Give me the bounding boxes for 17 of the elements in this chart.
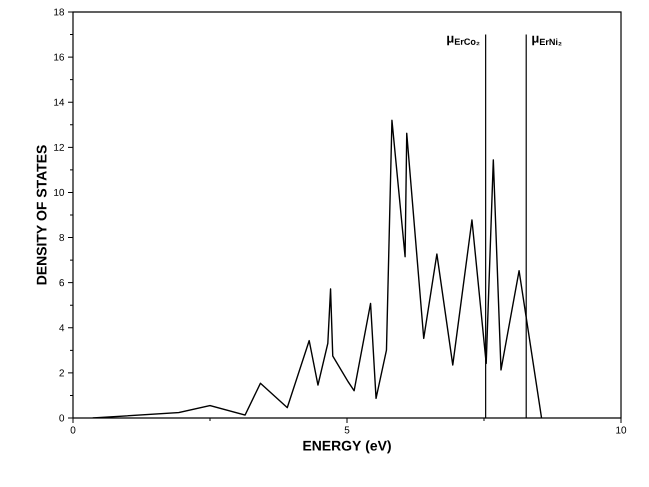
x-tick-label: 5 <box>344 426 350 434</box>
y-tick-label: 14 <box>54 98 64 106</box>
y-axis-title: DENSITY OF STATES <box>36 145 47 284</box>
y-tick-label: 8 <box>59 234 64 242</box>
x-axis-title: ENERGY (eV) <box>303 440 391 454</box>
y-tick-label: 16 <box>54 54 64 61</box>
y-tick-label: 6 <box>59 279 64 286</box>
ref-line-label: μ$_{ErCo₂}$ <box>447 36 480 46</box>
y-tick-label: 2 <box>59 369 64 376</box>
y-tick-label: 4 <box>59 324 64 332</box>
ref-line-label: μ$_{ErNi₂}$ <box>532 36 562 46</box>
y-tick-label: 0 <box>59 414 64 422</box>
y-tick-label: 10 <box>54 188 64 196</box>
y-tick-label: 18 <box>54 8 64 16</box>
x-tick-label: 10 <box>616 426 626 434</box>
y-tick-label: 12 <box>54 144 64 151</box>
x-tick-label: 0 <box>70 426 76 434</box>
